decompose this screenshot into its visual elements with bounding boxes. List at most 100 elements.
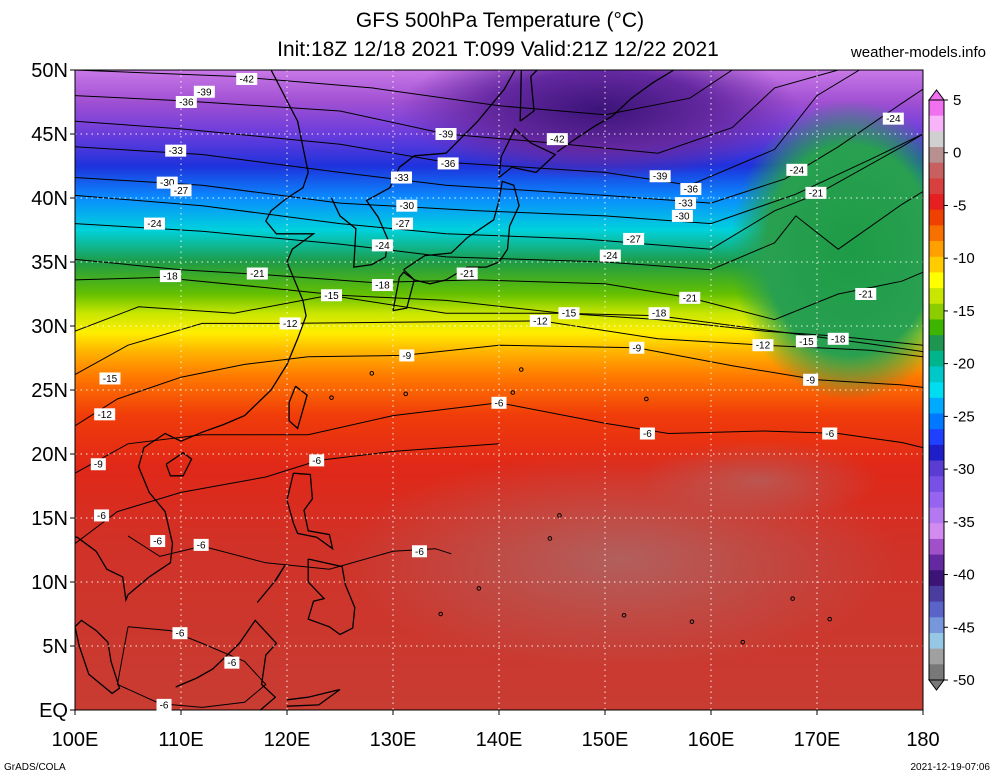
island [510,390,516,395]
contour-label: -9 [629,341,645,354]
contour-label: -18 [648,307,670,320]
contour-label-box [671,209,693,222]
chart-title: GFS 500hPa Temperature (°C) [355,9,645,32]
coastline [403,180,520,285]
contour-label-box [882,112,904,125]
contour-label: -42 [236,72,258,85]
contour-label-text: -6 [312,456,321,467]
y-tick-label: 15N [31,508,68,530]
contour-label-text: -30 [160,178,175,189]
contour-label: -21 [679,291,701,304]
colorbar-swatch [929,162,944,179]
colorbar-swatch [929,460,944,477]
contour-label-text: -27 [626,234,641,245]
isotherm-line [75,402,923,474]
island [547,536,553,541]
colorbar-swatch [929,100,944,117]
contour-label: -18 [827,332,849,345]
isotherm-line [75,70,733,116]
contour-label-box [679,291,701,304]
contour-label: -18 [371,279,393,292]
colorbar-tick-label: -45 [953,619,975,636]
contour-label-text: -18 [375,281,390,292]
contour-label-box [629,341,645,354]
contour-label: -33 [165,144,187,157]
island [621,612,627,618]
isotherm-line [75,443,500,544]
x-axis: 100E 110E 120E 130E 140E 150E 160E 170E 180 [52,710,940,751]
y-tick-label: 40N [31,188,68,210]
contour-label-box [412,545,427,558]
contour-label: -6 [224,656,240,669]
contour-label: -12 [94,408,116,421]
contour-label-text: -42 [239,74,254,85]
contour-label: -24 [371,239,393,252]
colorbar-swatch [929,194,944,211]
colorbar-swatch [929,585,944,603]
contour-label: -6 [156,698,172,711]
contour-label-box [193,85,215,98]
contour-label-text: -21 [460,269,475,280]
x-tick-label: 160E [688,729,735,751]
contour-label: -24 [882,112,904,125]
colorbar-tick-label: -15 [953,303,975,320]
contour-label-box [648,307,670,320]
footer-timestamp: 2021-12-19-07:06 [910,762,990,773]
colorbar-swatch [929,147,944,164]
contour-label: -15 [321,289,343,302]
colorbar-tick-label: -50 [953,672,975,689]
contour-label: -6 [491,396,507,409]
contour-label-box [150,535,166,548]
island [644,396,649,402]
contour-label-box [371,239,393,252]
contour-label-box [94,408,116,421]
island [403,391,409,397]
contour-label-box [649,170,671,183]
coastline [330,167,400,268]
island [689,619,695,624]
contour-label-box [529,314,551,327]
contour-label: -15 [99,372,121,385]
contour-label: -6 [94,509,109,522]
contour-label-text: -9 [94,460,103,471]
contour-label-text: -36 [441,159,456,170]
contour-label-text: -39 [653,172,668,183]
isotherm-line [75,344,923,427]
contour-label-text: -12 [283,319,298,330]
contour-label-text: -6 [495,398,504,409]
colorbar-bottom-arrow [928,679,945,691]
colorbar-swatch [929,319,944,336]
coastlines [75,70,833,710]
contour-label-text: -15 [799,337,814,348]
contour-label-box [855,288,877,300]
contour-label: -36 [175,96,197,109]
cold-core-region [400,70,800,180]
source-credit: weather-models.info [850,44,986,61]
contour-label: -24 [786,163,808,176]
isotherm-line [75,70,860,186]
colorbar-swatch [929,209,944,226]
contour-label: -27 [392,217,414,230]
contour-label-box [435,128,457,140]
contour-label-text: -9 [402,351,411,362]
contour-label-text: -24 [603,251,618,262]
contour-label-box [321,289,343,302]
contour-label-box [172,627,188,640]
colorbar-swatch [929,664,944,681]
colorbar-tick-label: -25 [953,408,975,425]
y-tick-label: EQ [39,700,68,722]
contour-label: -6 [412,545,427,558]
colorbar-tick-label: -10 [953,250,975,267]
y-axis: EQ 5N 10N 15N 20N 25N 30N 35N 40N 45N 50N [31,60,75,722]
contour-label: -6 [309,454,325,467]
colorbar-swatch [929,225,944,242]
contour-label-box [246,267,268,280]
colorbar-tick-label: -40 [953,567,975,584]
y-tick-label: 50N [31,60,68,82]
coastline [286,688,341,707]
y-tick-label: 30N [31,316,68,338]
contour-label: -9 [399,349,415,362]
coastline [75,70,316,603]
colorbar-swatch [929,538,944,556]
contour-label-text: -33 [678,199,693,210]
